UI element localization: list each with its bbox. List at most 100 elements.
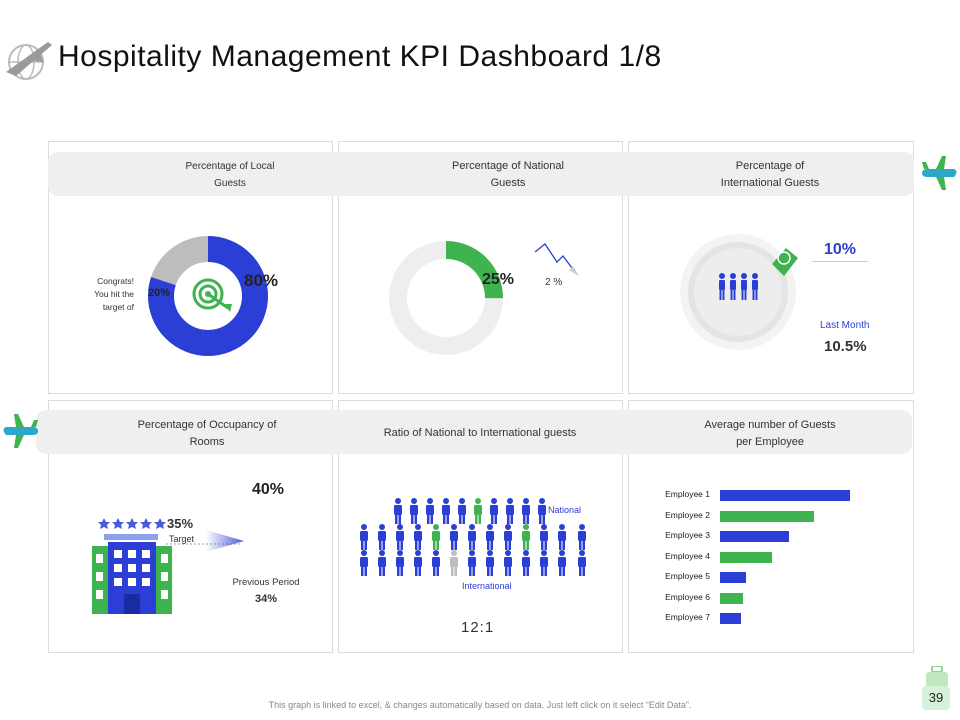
header-line: Average number of Guests bbox=[704, 419, 836, 431]
local-guests-donut bbox=[148, 236, 268, 356]
person-icon bbox=[490, 498, 498, 524]
national-label: National bbox=[548, 505, 582, 515]
local-note: Congrats! You hit the target of bbox=[78, 275, 134, 314]
ratio-people-grid bbox=[360, 498, 586, 576]
local-guests-arc bbox=[148, 236, 268, 356]
header-line: per Employee bbox=[736, 436, 804, 448]
guests-group-icon bbox=[719, 273, 758, 300]
header-line: Guests bbox=[490, 177, 526, 189]
bar-category-label: Employee 7 bbox=[665, 612, 710, 622]
per-employee-header: Average number of Guests per Employee bbox=[660, 417, 880, 451]
note-line: target of bbox=[102, 302, 134, 312]
person-icon bbox=[360, 550, 368, 576]
bar-employee-5 bbox=[720, 572, 746, 583]
person-icon bbox=[450, 524, 458, 550]
header-line: Percentage of bbox=[735, 160, 805, 172]
last-month-label: Last Month bbox=[820, 320, 870, 331]
bar-employee-1 bbox=[720, 490, 850, 501]
bar-employee-4 bbox=[720, 551, 772, 563]
person-icon bbox=[578, 550, 586, 576]
occupancy-target-label: Target bbox=[169, 534, 195, 544]
person-icon bbox=[360, 524, 368, 550]
person-icon bbox=[486, 524, 494, 550]
person-icon bbox=[426, 498, 434, 524]
person-icon-highlight bbox=[522, 524, 530, 550]
person-icon bbox=[378, 550, 386, 576]
divider bbox=[812, 261, 868, 262]
person-icon bbox=[522, 498, 530, 524]
luggage-icon bbox=[926, 666, 948, 688]
person-icon bbox=[396, 524, 404, 550]
ratio-value: 12:1 bbox=[461, 619, 495, 636]
person-icon-international bbox=[450, 550, 458, 576]
bar-employee-2 bbox=[720, 510, 814, 522]
occupancy-pct: 40% bbox=[252, 481, 285, 498]
local-side-pct: 20% bbox=[148, 287, 171, 299]
person-icon bbox=[506, 498, 514, 524]
page-title: Hospitality Management KPI Dashboard 1/8 bbox=[58, 40, 662, 73]
person-icon bbox=[468, 524, 476, 550]
bar-category-label: Employee 5 bbox=[665, 571, 710, 581]
bar-employee-7 bbox=[720, 613, 741, 624]
international-pct: 10% bbox=[824, 241, 857, 258]
bar-category-label: Employee 4 bbox=[665, 550, 710, 561]
national-guests-header: Percentage of National Guests bbox=[400, 158, 616, 192]
person-icon bbox=[486, 550, 494, 576]
person-icon bbox=[396, 550, 404, 576]
person-icon bbox=[522, 550, 530, 576]
person-icon bbox=[558, 524, 566, 550]
person-icon-highlight bbox=[474, 498, 482, 524]
note-line: Congrats! bbox=[97, 276, 134, 286]
person-icon-highlight bbox=[432, 524, 440, 550]
header-line: International Guests bbox=[720, 177, 820, 189]
airplane-icon bbox=[3, 414, 38, 448]
person-icon bbox=[458, 498, 466, 524]
person-icon bbox=[558, 550, 566, 576]
airplane-icon bbox=[922, 156, 957, 190]
national-pct: 25% bbox=[482, 271, 515, 288]
header-line: Percentage of National bbox=[452, 160, 564, 172]
occupancy-prev-value: 34% bbox=[254, 593, 278, 605]
hotel-icon bbox=[92, 518, 172, 614]
local-guests-header: Percentage of Local Guests bbox=[130, 158, 330, 192]
national-change: 2 % bbox=[545, 277, 563, 288]
occupancy-header: Percentage of Occupancy of Rooms bbox=[100, 417, 314, 451]
person-icon bbox=[378, 524, 386, 550]
airplane-globe-logo-icon bbox=[6, 42, 52, 80]
bar-category-label: Employee 3 bbox=[665, 530, 710, 540]
person-icon bbox=[578, 524, 586, 550]
header-band-top bbox=[48, 152, 914, 196]
person-icon bbox=[540, 550, 548, 576]
person-icon bbox=[442, 498, 450, 524]
person-icon bbox=[538, 498, 546, 524]
header-line: Percentage of Occupancy of bbox=[137, 419, 277, 431]
trend-down-icon bbox=[534, 243, 579, 276]
person-icon bbox=[410, 498, 418, 524]
page-number: 39 bbox=[922, 686, 950, 710]
bar-category-label: Employee 2 bbox=[665, 509, 710, 520]
national-guests-donut bbox=[389, 241, 503, 355]
header-line: Guests bbox=[214, 178, 246, 189]
last-month-value: 10.5% bbox=[824, 338, 867, 355]
national-guests-arc bbox=[389, 241, 503, 355]
bar-employee-3 bbox=[720, 531, 789, 542]
person-icon bbox=[414, 550, 422, 576]
header-line: Rooms bbox=[189, 436, 225, 448]
international-label: International bbox=[462, 581, 512, 591]
globe-icon bbox=[680, 234, 798, 350]
bar-category-label: Employee 1 bbox=[665, 489, 710, 499]
person-icon bbox=[504, 524, 512, 550]
person-icon bbox=[540, 524, 548, 550]
occupancy-target-pct: 35% bbox=[167, 516, 194, 531]
person-icon bbox=[504, 550, 512, 576]
header-band-bottom bbox=[36, 410, 912, 454]
target-icon bbox=[192, 278, 232, 312]
note-line: You hit the bbox=[94, 289, 134, 299]
person-icon bbox=[394, 498, 402, 524]
occupancy-prev-label: Previous Period bbox=[232, 577, 300, 588]
bar-employee-6 bbox=[720, 592, 744, 604]
footer-note: This graph is linked to excel, & changes… bbox=[268, 700, 692, 710]
international-guests-header: Percentage of International Guests bbox=[660, 158, 880, 192]
person-icon bbox=[414, 524, 422, 550]
header-line: Percentage of Local bbox=[185, 161, 275, 172]
